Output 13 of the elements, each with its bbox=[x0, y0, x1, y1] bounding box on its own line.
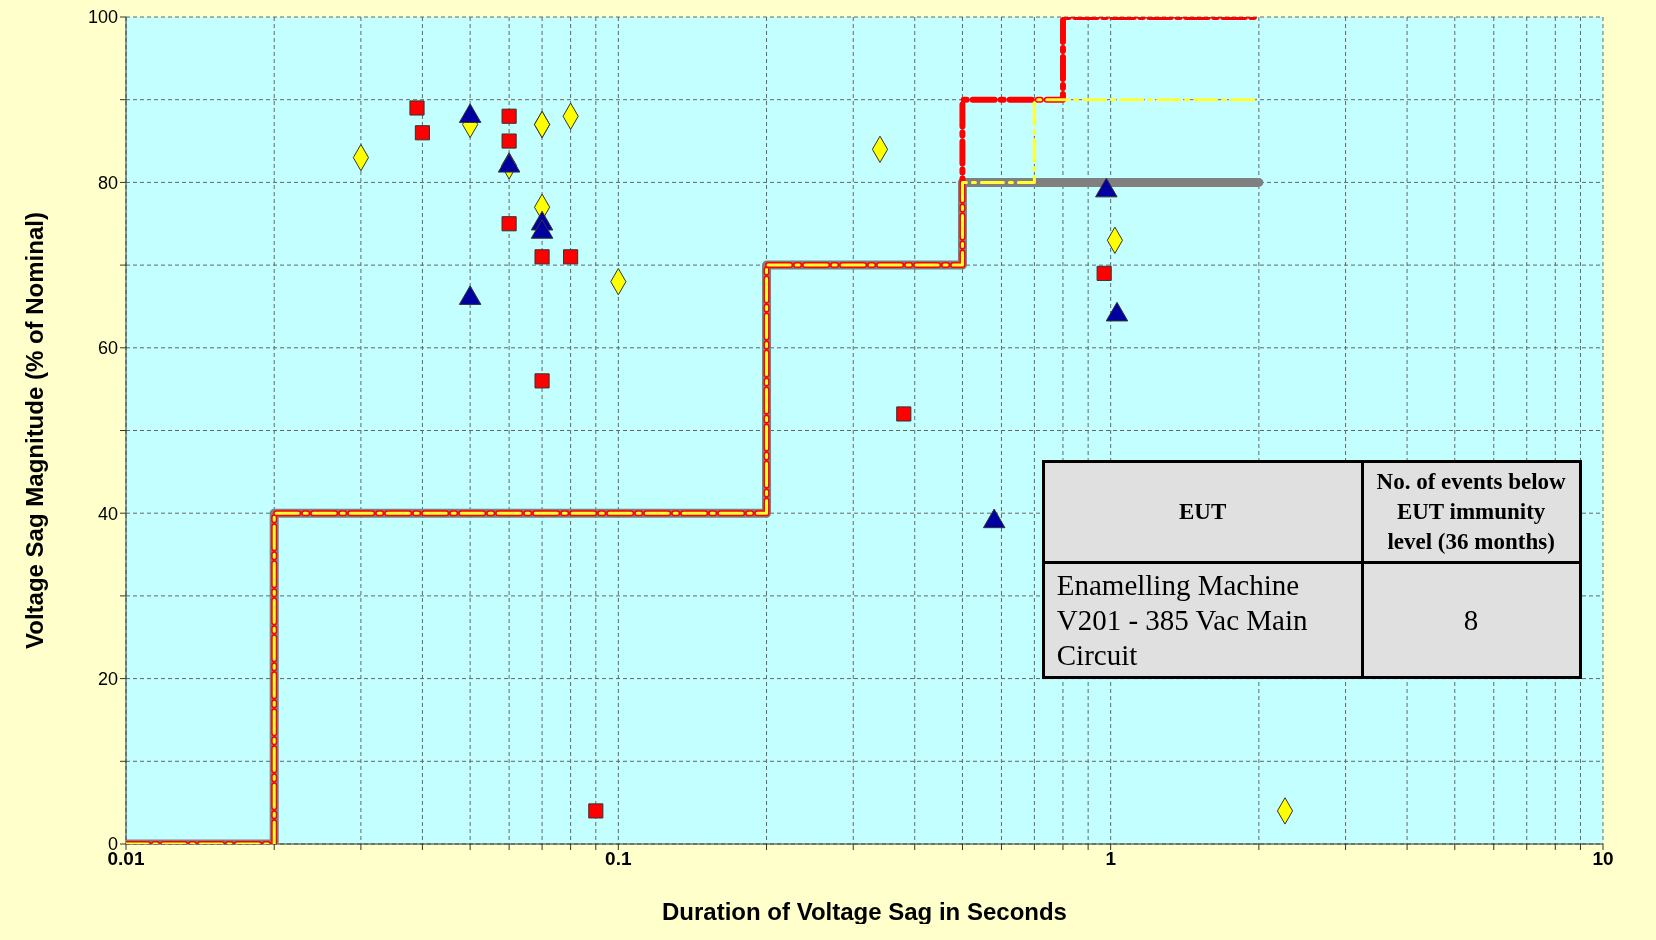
x-tick-label: 1 bbox=[1105, 848, 1117, 870]
x-tick-label: 10 bbox=[1592, 848, 1614, 870]
annotation: No. of events below EUT immunity level (36 months) bbox=[1362, 461, 1581, 563]
annotation: EUT bbox=[1043, 461, 1362, 563]
y-axis-title: Voltage Sag Magnitude (% of Nominal) bbox=[20, 212, 48, 649]
y-tick-label: 20 bbox=[97, 668, 118, 689]
y-tick-label: 40 bbox=[97, 503, 118, 524]
x-tick-label: 0.1 bbox=[605, 848, 632, 870]
annotation: 8 bbox=[1362, 562, 1581, 678]
y-tick-label: 100 bbox=[87, 7, 118, 28]
annotation: Enamelling Machine V201 - 385 Vac Main Circuit bbox=[1043, 562, 1362, 678]
y-tick-label: 60 bbox=[97, 338, 118, 359]
y-tick-label: 80 bbox=[97, 172, 118, 193]
